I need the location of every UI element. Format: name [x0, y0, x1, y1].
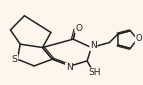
Text: N: N	[66, 63, 72, 72]
Text: SH: SH	[89, 68, 101, 77]
Text: N: N	[90, 41, 97, 50]
Text: O: O	[135, 34, 142, 43]
Text: O: O	[75, 24, 82, 33]
Text: S: S	[12, 55, 18, 64]
